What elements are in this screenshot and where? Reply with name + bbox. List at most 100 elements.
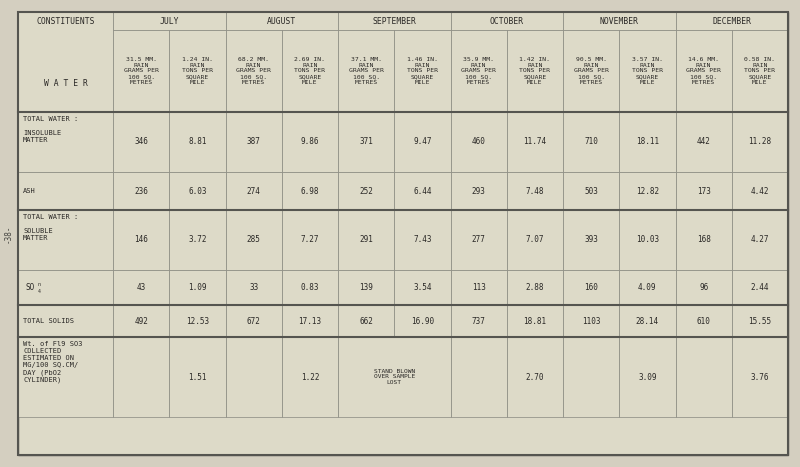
Text: 610: 610 [697, 317, 710, 325]
Text: SEPTEMBER: SEPTEMBER [372, 16, 416, 26]
Text: 0.83: 0.83 [301, 283, 319, 292]
Bar [113, 270, 170, 305]
Text: 6.98: 6.98 [301, 186, 319, 196]
Text: 9.47: 9.47 [413, 137, 432, 147]
Bar [282, 270, 338, 305]
Text: SO: SO [26, 283, 35, 292]
Text: TOTAL WATER :

INSOLUBLE
MATTER: TOTAL WATER : INSOLUBLE MATTER [23, 116, 78, 143]
Text: 1.46 IN.
RAIN
TONS PER
SQUARE
MILE: 1.46 IN. RAIN TONS PER SQUARE MILE [407, 57, 438, 85]
Text: NOVEMBER: NOVEMBER [600, 16, 638, 26]
Bar [226, 337, 282, 417]
Text: 1.09: 1.09 [188, 283, 206, 292]
Text: 2.69 IN.
RAIN
TONS PER
SQUARE
MILE: 2.69 IN. RAIN TONS PER SQUARE MILE [294, 57, 326, 85]
Bar [563, 337, 619, 417]
Bar [619, 305, 675, 337]
Text: 3.54: 3.54 [413, 283, 432, 292]
Text: 43: 43 [137, 283, 146, 292]
Text: 4.27: 4.27 [750, 235, 769, 245]
Bar [170, 30, 226, 112]
Bar [506, 270, 563, 305]
Bar [18, 12, 113, 112]
Bar [506, 30, 563, 112]
Text: 2.88: 2.88 [526, 283, 544, 292]
Bar [450, 172, 506, 210]
Bar [450, 30, 506, 112]
Bar [619, 337, 675, 417]
Text: W A T E R: W A T E R [43, 79, 87, 88]
Bar [450, 112, 506, 172]
Bar [113, 210, 170, 270]
Text: 492: 492 [134, 317, 148, 325]
Text: 15.55: 15.55 [748, 317, 771, 325]
Text: 371: 371 [359, 137, 373, 147]
Text: 236: 236 [134, 186, 148, 196]
Text: 7.27: 7.27 [301, 235, 319, 245]
Bar [450, 210, 506, 270]
Bar [619, 210, 675, 270]
Text: 346: 346 [134, 137, 148, 147]
Bar [450, 12, 563, 30]
Text: 1.42 IN.
RAIN
TONS PER
SQUARE
MILE: 1.42 IN. RAIN TONS PER SQUARE MILE [519, 57, 550, 85]
Bar [563, 112, 619, 172]
Text: 146: 146 [134, 235, 148, 245]
Text: 18.81: 18.81 [523, 317, 546, 325]
Bar [394, 30, 450, 112]
Text: 173: 173 [697, 186, 710, 196]
Text: 285: 285 [246, 235, 261, 245]
Text: 1103: 1103 [582, 317, 600, 325]
Text: STAND BLOWN
OVER SAMPLE
LOST: STAND BLOWN OVER SAMPLE LOST [374, 369, 415, 385]
Bar [675, 210, 732, 270]
Bar [675, 172, 732, 210]
Bar [619, 30, 675, 112]
Text: 737: 737 [472, 317, 486, 325]
Bar [170, 112, 226, 172]
Text: 33: 33 [249, 283, 258, 292]
Bar [394, 305, 450, 337]
Text: 3.72: 3.72 [188, 235, 206, 245]
Text: Wt. of Fl9 SO3
COLLECTED
ESTIMATED ON
MG/100 SQ.CM/
DAY (PbO2
CYLINDER): Wt. of Fl9 SO3 COLLECTED ESTIMATED ON MG… [23, 341, 82, 383]
Bar [18, 337, 113, 417]
Bar [506, 210, 563, 270]
Text: 710: 710 [584, 137, 598, 147]
Text: 16.90: 16.90 [411, 317, 434, 325]
Text: DECEMBER: DECEMBER [712, 16, 751, 26]
Text: 9.86: 9.86 [301, 137, 319, 147]
Text: 293: 293 [472, 186, 486, 196]
Text: 6.03: 6.03 [188, 186, 206, 196]
Bar [113, 337, 170, 417]
Text: 7.07: 7.07 [526, 235, 544, 245]
Text: OCTOBER: OCTOBER [490, 16, 524, 26]
Bar [732, 305, 788, 337]
Text: 672: 672 [246, 317, 261, 325]
Bar [338, 12, 450, 30]
Text: n: n [38, 282, 41, 287]
Bar [338, 112, 394, 172]
Bar [226, 210, 282, 270]
Bar [338, 270, 394, 305]
Text: 252: 252 [359, 186, 373, 196]
Bar [732, 210, 788, 270]
Bar [170, 172, 226, 210]
Text: 168: 168 [697, 235, 710, 245]
Bar [394, 172, 450, 210]
Text: JULY: JULY [159, 16, 179, 26]
Text: TOTAL WATER :

SOLUBLE
MATTER: TOTAL WATER : SOLUBLE MATTER [23, 214, 78, 241]
Bar [506, 112, 563, 172]
Bar [394, 112, 450, 172]
Text: 4: 4 [38, 289, 41, 294]
Text: 11.74: 11.74 [523, 137, 546, 147]
Bar [18, 172, 113, 210]
Bar [113, 12, 226, 30]
Bar [675, 305, 732, 337]
Text: 0.58 IN.
RAIN
TONS PER
SQUARE
MILE: 0.58 IN. RAIN TONS PER SQUARE MILE [744, 57, 775, 85]
Text: 35.9 MM.
RAIN
GRAMS PER
100 SQ.
METRES: 35.9 MM. RAIN GRAMS PER 100 SQ. METRES [461, 57, 496, 85]
Bar [563, 30, 619, 112]
Bar [732, 112, 788, 172]
Bar [282, 210, 338, 270]
Bar [113, 112, 170, 172]
Text: 12.82: 12.82 [636, 186, 659, 196]
Bar [338, 30, 394, 112]
Bar [732, 270, 788, 305]
Bar [18, 112, 113, 172]
Bar [450, 305, 506, 337]
